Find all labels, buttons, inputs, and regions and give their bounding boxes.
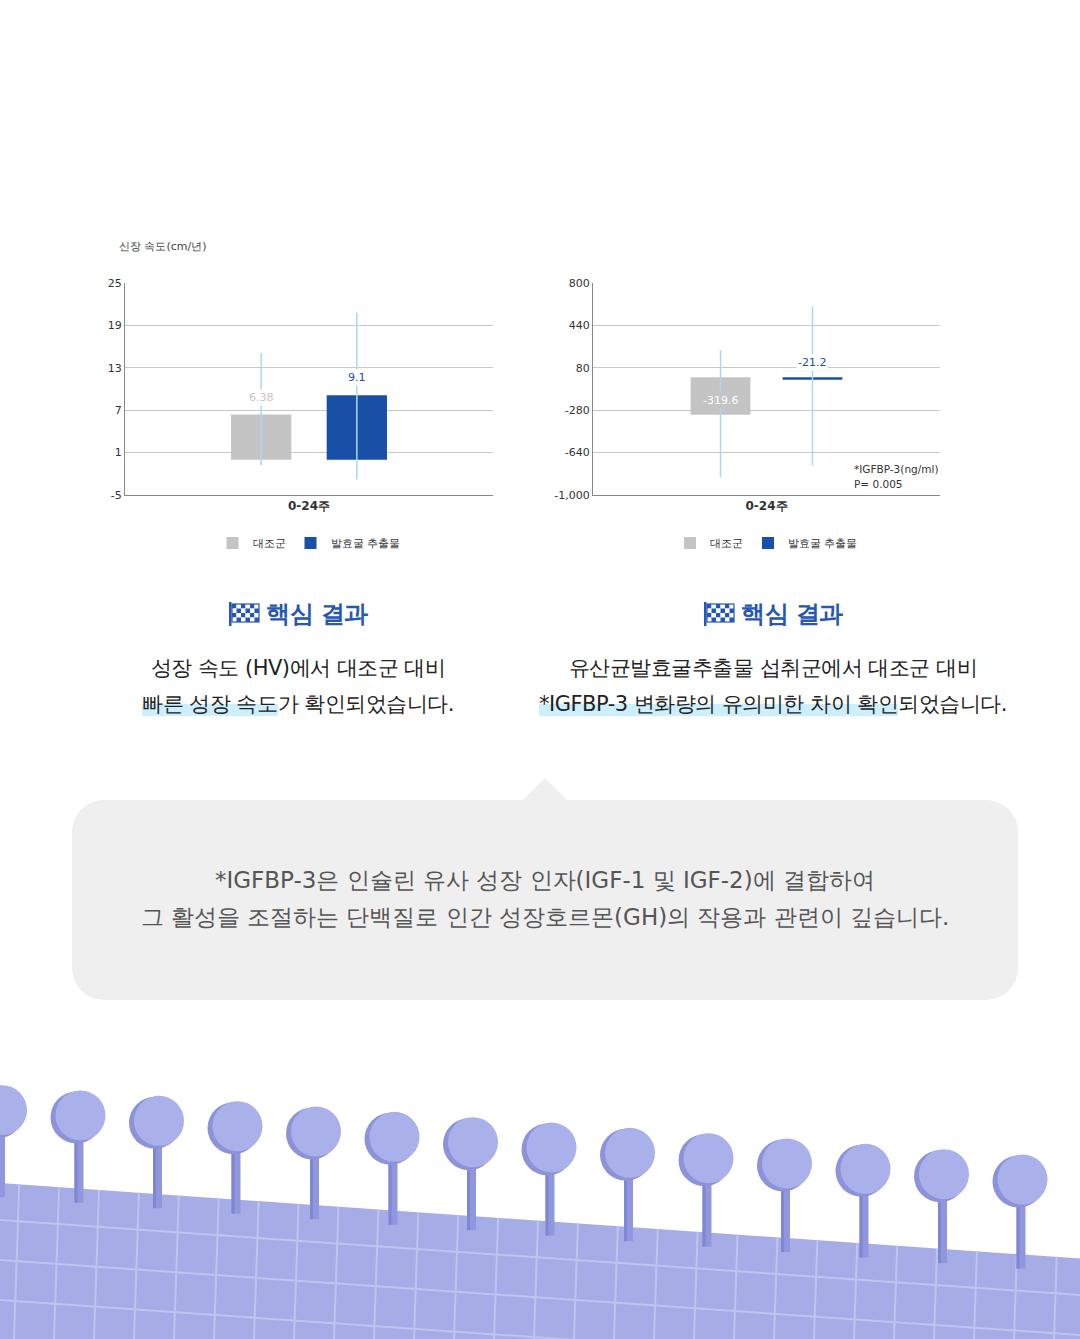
- svg-text:13: 13: [108, 362, 122, 375]
- svg-text:7: 7: [115, 404, 122, 417]
- svg-text:-319.6: -319.6: [703, 394, 738, 407]
- svg-text:대조군: 대조군: [253, 537, 286, 550]
- svg-text:0-24주: 0-24주: [745, 499, 787, 513]
- svg-text:440: 440: [569, 319, 590, 332]
- svg-text:800: 800: [569, 277, 590, 290]
- html-text:*IGFBP-3은 인슐린 유사 성장 인자(IGF-1 및: *IGFBP-3은 인슐린 유사 성장 인자(IGF-1 및 IGF-2)에 결…: [215, 867, 875, 893]
- svg-text:*IGFBP-3(ng/ml): *IGFBP-3(ng/ml): [854, 463, 939, 475]
- svg-text:발효굴 추출물: 발효굴 추출물: [331, 537, 401, 550]
- html-text:핵심 결과: 핵심 결과: [266, 600, 368, 628]
- svg-text:25: 25: [108, 277, 122, 290]
- svg-text:9.1: 9.1: [348, 371, 366, 384]
- svg-text:P= 0.005: P= 0.005: [854, 478, 903, 490]
- svg-text:-5: -5: [111, 489, 122, 502]
- svg-text:발효굴 추출물: 발효굴 추출물: [788, 537, 858, 550]
- svg-text:0-24주: 0-24주: [288, 499, 330, 513]
- html-text:빠른 성장 속도가 확인되었습니다.: 빠른 성장 속도가 확인되었습니다.: [142, 692, 454, 716]
- svg-text:6.38: 6.38: [249, 391, 274, 404]
- svg-text:-640: -640: [565, 446, 590, 459]
- svg-text:대조군: 대조군: [710, 537, 743, 550]
- svg-text:19: 19: [108, 319, 122, 332]
- html-text:그 활성을 조절하는 단백질로 인간 성장호르몬(GH)의: 그 활성을 조절하는 단백질로 인간 성장호르몬(GH)의 작용과 관련이 깊습…: [140, 904, 950, 930]
- svg-text:80: 80: [576, 362, 590, 375]
- html-text:*IGFBP-3 변화량의 유의미한 차이 확인되었습니다.: *IGFBP-3 변화량의 유의미한 차이 확인되었습니다.: [539, 692, 1007, 716]
- svg-text:-280: -280: [565, 404, 590, 417]
- svg-text:-21.2: -21.2: [798, 356, 826, 369]
- svg-text:신장 속도(cm/년): 신장 속도(cm/년): [119, 240, 207, 253]
- html-text:유산균발효굴추출물 섭취군에서 대조군 대비: 유산균발효굴추출물 섭취군에서 대조군 대비: [569, 656, 977, 680]
- svg-text:-1,000: -1,000: [554, 489, 589, 502]
- svg-text:1: 1: [115, 446, 122, 459]
- html-text:성장 속도 (HV)에서 대조군 대비: 성장 속도 (HV)에서 대조군 대비: [150, 656, 446, 680]
- html-text:핵심 결과: 핵심 결과: [741, 600, 843, 628]
